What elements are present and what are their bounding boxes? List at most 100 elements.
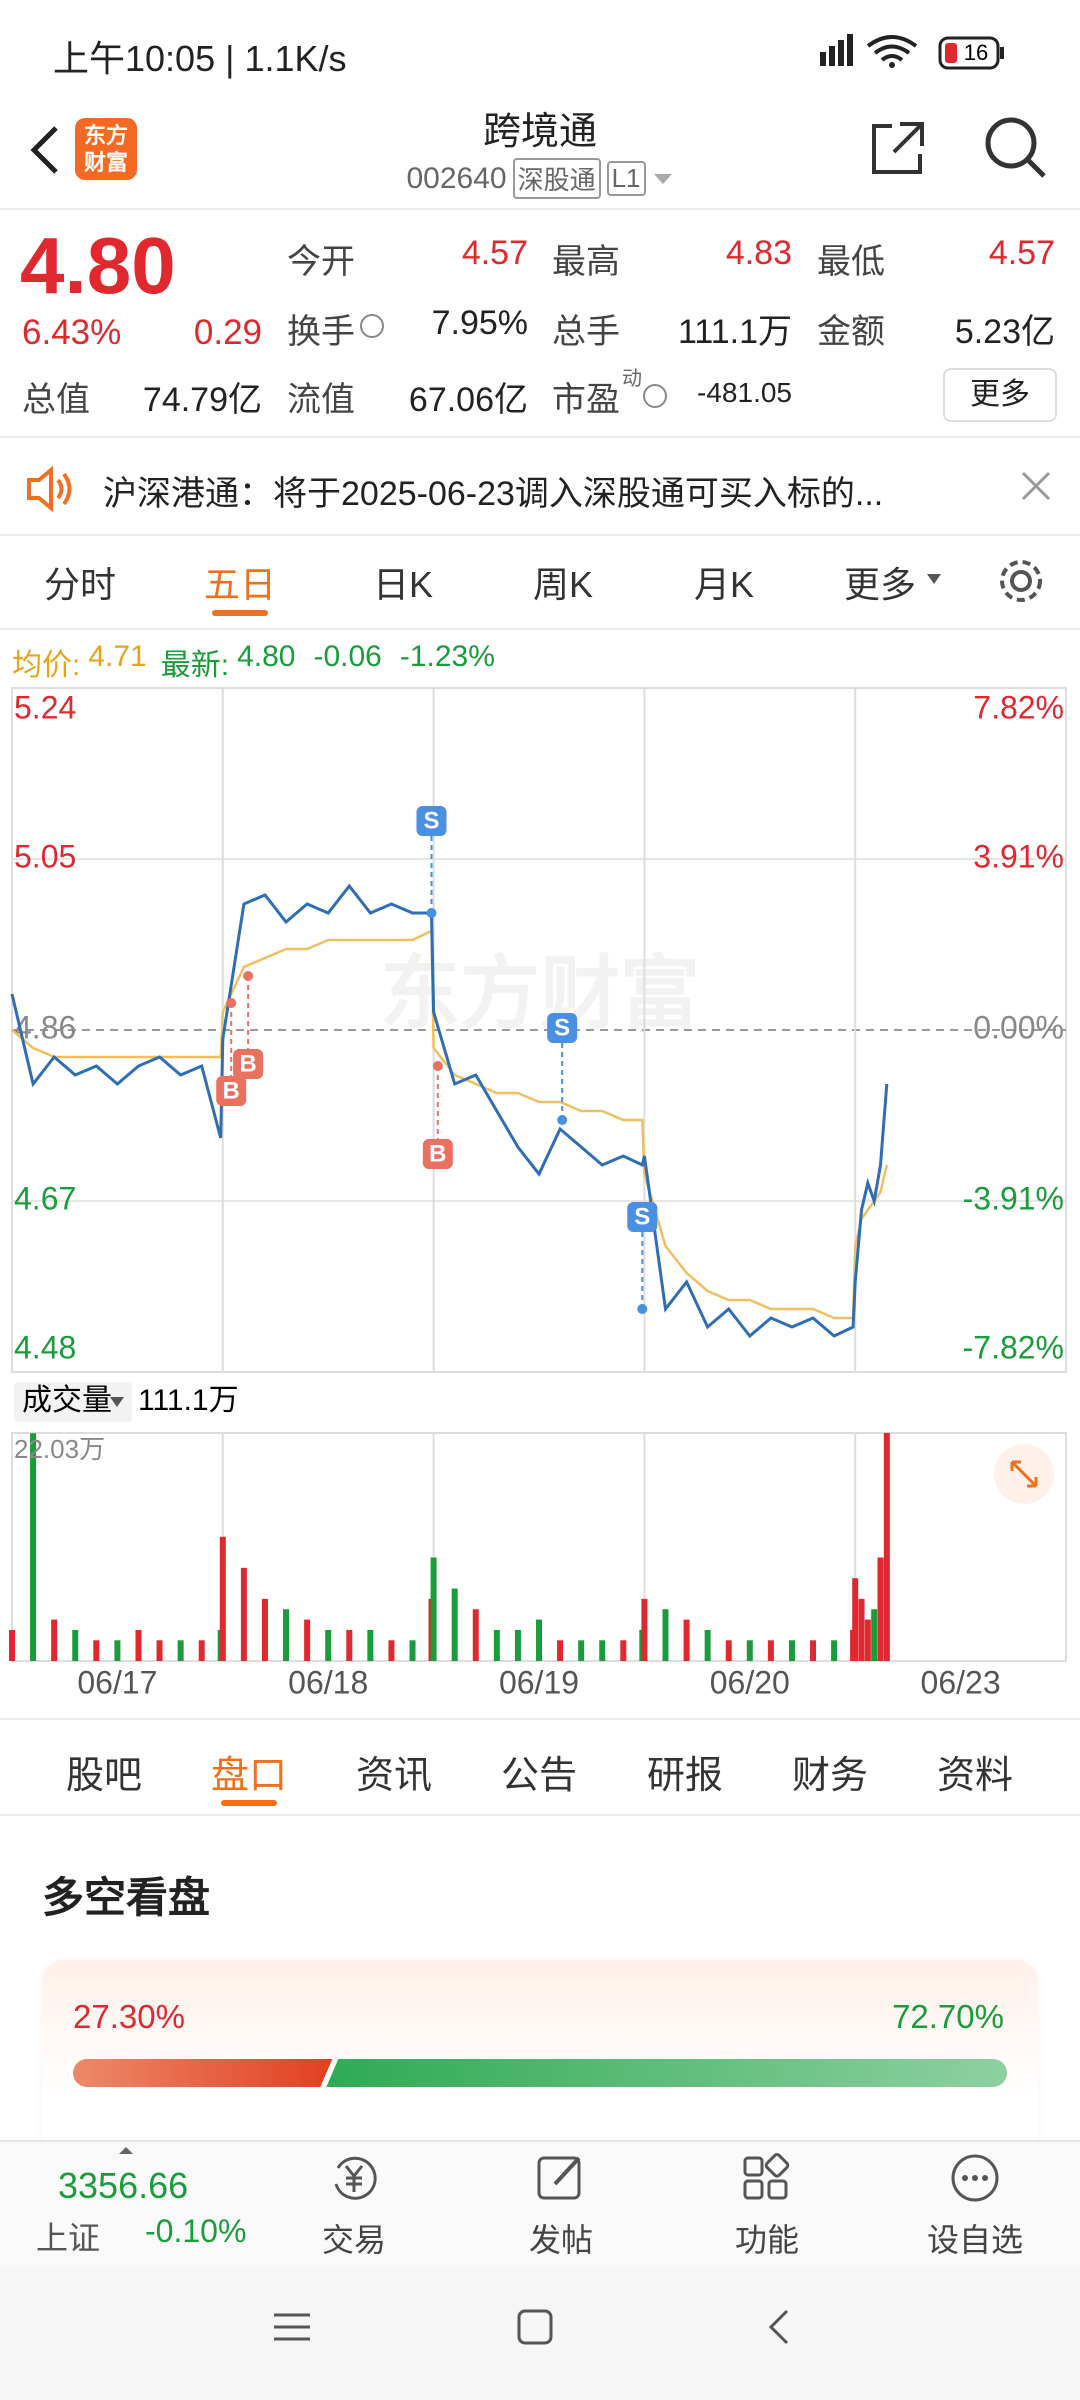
volume-bar [641, 1598, 648, 1661]
volume-bar [831, 1640, 838, 1661]
volume-bar [430, 1557, 437, 1661]
trade-icon[interactable] [328, 2152, 380, 2204]
volume-bar [451, 1588, 458, 1661]
field-label: 总手 [552, 313, 620, 351]
back-button[interactable] [20, 118, 70, 182]
expand-arrow[interactable] [118, 2145, 134, 2155]
last-value: 4.80 [237, 640, 296, 673]
price-line [11, 929, 889, 1320]
index-change[interactable]: -0.10% [145, 2213, 247, 2249]
volume-bar [114, 1640, 121, 1661]
post-icon[interactable] [535, 2152, 587, 2204]
nav-label[interactable]: 功能 [734, 2222, 799, 2258]
volume-bar [852, 1578, 859, 1661]
trade-marker-label: S [423, 807, 439, 834]
period-tab[interactable]: 分时 [43, 564, 116, 605]
last-label: 最新: [160, 649, 230, 682]
detail-tab[interactable]: 股吧 [65, 1755, 142, 1797]
period-tab[interactable]: 周K [532, 564, 593, 605]
volume-bar [177, 1640, 184, 1661]
trade-marker-label: B [223, 1077, 240, 1104]
volume-bar [746, 1640, 753, 1661]
detail-tab[interactable]: 资讯 [355, 1755, 432, 1797]
period-tab[interactable]: 更多 [843, 564, 916, 605]
dropdown-arrow [110, 1397, 124, 1407]
trade-point [557, 1115, 568, 1125]
search-button[interactable] [982, 114, 1048, 180]
volume-bar [198, 1640, 205, 1661]
logo-line: 财富 [83, 150, 128, 175]
y2-tick-label: 0.00% [973, 1009, 1064, 1045]
stock-code-row: 002640 深股通 L1 [0, 158, 1080, 199]
info-icon[interactable] [643, 384, 667, 408]
status-icons: 16 [820, 34, 1004, 70]
volume-bar [704, 1629, 711, 1661]
volume-bar [557, 1640, 564, 1661]
menu-key[interactable] [272, 2307, 312, 2347]
status-time: 上午10:05 | 1.1K/s [53, 38, 347, 79]
nav-label[interactable]: 交易 [321, 2222, 386, 2258]
detail-tab[interactable]: 财务 [791, 1755, 868, 1797]
volume-bar [514, 1629, 521, 1661]
detail-tab[interactable]: 资料 [936, 1755, 1013, 1797]
trade-point [426, 908, 437, 918]
close-button[interactable] [1020, 470, 1052, 502]
volume-bar [877, 1557, 884, 1661]
trade-marker-label: B [239, 1050, 256, 1077]
notice-text[interactable]: 沪深港通：将于2025-06-23调入深股通可买入标的... [103, 475, 884, 513]
back-key[interactable] [763, 2307, 795, 2347]
more-button[interactable]: 更多 [943, 368, 1057, 422]
trade-marker-label: B [429, 1140, 446, 1167]
logo-line: 东方 [83, 123, 128, 148]
function-icon[interactable] [741, 2152, 793, 2204]
volume-bar [261, 1598, 268, 1661]
detail-tab[interactable]: 公告 [500, 1755, 577, 1797]
volume-bar [240, 1567, 247, 1661]
volume-bar [536, 1619, 542, 1661]
trade-point [637, 1304, 648, 1314]
sentiment-bar [73, 2059, 1007, 2087]
period-tab[interactable]: 五日 [203, 564, 276, 605]
settings-button[interactable] [995, 555, 1047, 607]
last-change-pct: -1.23% [399, 640, 495, 673]
dropdown-arrow [653, 173, 672, 184]
trade-marker [233, 1049, 264, 1079]
field-label: 总值 [22, 381, 90, 419]
volume-bar [388, 1640, 395, 1661]
field-label: 最高 [552, 243, 620, 281]
info-icon[interactable] [360, 314, 384, 338]
trade-point [432, 1061, 443, 1071]
detail-tab[interactable]: 盘口 [210, 1755, 287, 1797]
level-tag: L1 [606, 161, 646, 196]
period-tab[interactable]: 日K [372, 564, 433, 605]
nav-label[interactable]: 发帖 [528, 2222, 593, 2258]
home-key[interactable] [515, 2307, 555, 2347]
nav-label[interactable]: 设自选 [926, 2222, 1023, 2258]
stock-name: 跨境通 [482, 111, 597, 153]
trade-marker-label: S [554, 1014, 570, 1041]
volume-bar [9, 1629, 15, 1661]
index-name[interactable]: 上证 [36, 2220, 101, 2256]
volume-bar [662, 1609, 669, 1661]
field-value: -481.05 [697, 377, 792, 408]
detail-tab[interactable]: 研报 [646, 1755, 723, 1797]
avg-label: 均价: [12, 649, 81, 682]
last-price: 4.80 [20, 221, 176, 310]
volume-selector [14, 1382, 132, 1422]
share-button[interactable] [868, 118, 928, 178]
last-change: -0.06 [313, 640, 382, 673]
trade-point [226, 998, 237, 1008]
index-value[interactable]: 3356.66 [58, 2165, 189, 2206]
watchlist-icon[interactable] [949, 2152, 1001, 2204]
volume-bar [135, 1629, 142, 1661]
speaker-icon [27, 465, 72, 513]
price-line [10, 883, 889, 1339]
field-value: 4.83 [725, 234, 792, 272]
field-value: 4.57 [988, 234, 1055, 272]
trade-marker [216, 1076, 247, 1106]
volume-bar [51, 1619, 58, 1661]
volume-bar [409, 1640, 416, 1661]
pe-tag: 动 [622, 368, 642, 390]
period-tab[interactable]: 月K [693, 564, 754, 605]
